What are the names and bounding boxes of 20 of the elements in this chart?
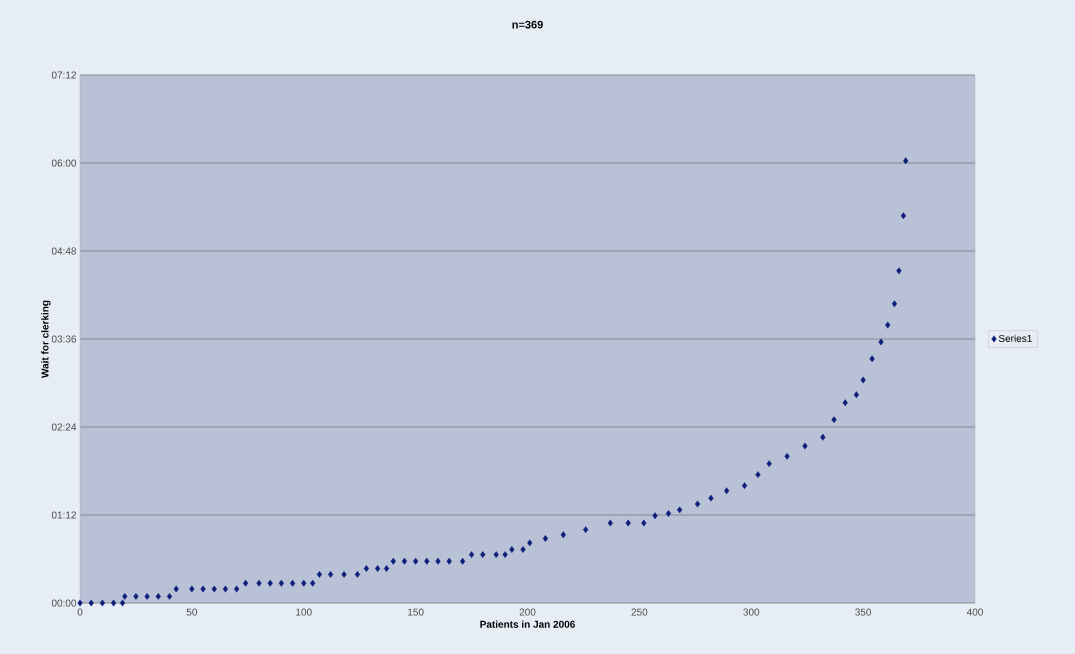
y-tick-label: 01:12 <box>51 511 76 519</box>
legend-label: Series1 <box>998 334 1032 342</box>
y-tick-label: 04:48 <box>51 247 77 255</box>
y-tick-label: 03:36 <box>51 335 77 343</box>
x-tick-label: 0 <box>77 608 83 616</box>
x-tick-label: 50 <box>186 608 198 616</box>
x-axis-title: Patients in Jan 2006 <box>480 620 575 628</box>
x-tick-label: 100 <box>296 608 312 616</box>
x-tick-label: 300 <box>743 608 760 616</box>
x-tick-label: 400 <box>966 608 983 616</box>
y-tick-label: 02:24 <box>51 423 77 431</box>
y-tick-label: 00:00 <box>51 599 77 607</box>
x-tick-label: 200 <box>519 608 536 616</box>
y-tick-label: 07:12 <box>51 71 76 79</box>
x-tick-label: 150 <box>408 608 424 616</box>
chart-title: n=369 <box>512 20 543 29</box>
y-axis-title: Wait for clerking <box>41 300 51 378</box>
y-tick-label: 06:00 <box>51 159 77 167</box>
x-tick-label: 350 <box>855 608 872 616</box>
x-tick-label: 250 <box>631 608 648 616</box>
